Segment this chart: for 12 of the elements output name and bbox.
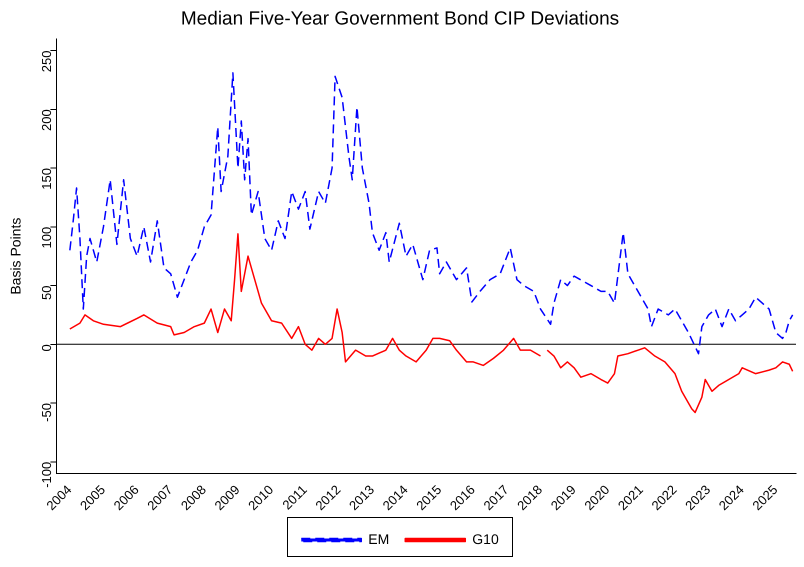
y-tick-label: 200 [38,109,54,131]
y-axis-title: Basis Points [7,218,24,295]
legend-label: G10 [472,530,499,547]
y-tick-label: 0 [38,344,54,352]
y-tick-label: 50 [38,286,54,300]
y-tick-label: 250 [38,50,54,72]
y-tick-label: -50 [38,403,54,422]
y-tick-label: 100 [38,226,54,248]
chart-title: Median Five-Year Government Bond CIP Deviations [180,8,620,30]
y-tick-label: -100 [38,462,54,488]
y-tick-label: 150 [38,168,54,190]
legend-label: EM [368,530,390,547]
